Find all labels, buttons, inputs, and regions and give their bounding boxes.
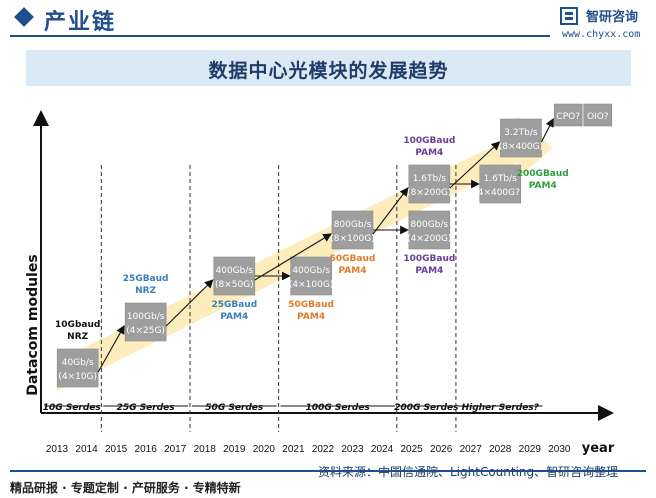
module-box-lanes: (4×200G): [407, 234, 451, 244]
module-box-label: CPO?: [556, 112, 580, 122]
module-box-rate: 800Gb/s: [411, 220, 449, 230]
x-tick-label-2025: 2025: [400, 444, 423, 455]
x-tick-label-2013: 2013: [46, 444, 69, 455]
modulation-label: 25GBaud: [211, 300, 257, 310]
serdes-label: 200G Serdes: [394, 403, 459, 413]
x-tick-label-2018: 2018: [194, 444, 217, 455]
module-box-lanes: (8×50G): [215, 280, 254, 290]
header-divider: [10, 35, 550, 37]
module-box-rate: 400Gb/s: [292, 266, 330, 276]
module-box-b40: [56, 348, 99, 388]
x-tick-label-2030: 2030: [548, 444, 571, 455]
x-tick-label-2015: 2015: [105, 444, 128, 455]
module-box-b400: [213, 256, 256, 296]
serdes-label: 10G Serdes: [43, 403, 102, 413]
modulation-label: NRZ: [135, 286, 156, 296]
module-box-rate: 400Gb/s: [216, 266, 254, 276]
x-axis-title: year: [582, 441, 615, 456]
modulation-label: PAM4: [297, 312, 325, 322]
x-tick-label-2017: 2017: [164, 444, 187, 455]
modulation-label: 10Gbaud: [55, 320, 100, 330]
modulation-label: 100GBaud: [403, 136, 455, 146]
modulation-label: 50GBaud: [330, 254, 376, 264]
transition-arrow: [97, 325, 125, 373]
module-box-lanes: (8×200G): [407, 188, 451, 198]
modulation-label: PAM4: [529, 181, 557, 191]
module-box-rate: 800Gb/s: [334, 220, 372, 230]
module-box-lanes: (4×10G): [58, 372, 97, 382]
footer-tagline: 精品研报 · 专题定制 · 产研服务 · 专精特新: [10, 481, 241, 495]
chart-title-band: 数据中心光模块的发展趋势: [26, 50, 631, 86]
x-tick-label-2029: 2029: [519, 444, 542, 455]
module-box-b400b: [290, 256, 332, 296]
module-box-b32: [500, 118, 542, 158]
module-box-label: OIO?: [587, 112, 609, 122]
module-box-rate: 1.6Tb/s: [413, 174, 447, 184]
module-box-rate: 40Gb/s: [62, 358, 94, 368]
x-tick-label-2014: 2014: [75, 444, 98, 455]
trend-band-arrow: [57, 116, 553, 391]
module-box-rate: 3.2Tb/s: [504, 128, 538, 138]
module-box-rate: 1.6Tb/s: [484, 174, 518, 184]
module-box-lanes: (8×400G): [499, 142, 543, 152]
transition-arrow: [254, 233, 332, 281]
serdes-label: 100G Serdes: [306, 403, 371, 413]
module-box-lanes: (8×100G): [330, 234, 374, 244]
transition-arrow: [165, 279, 214, 327]
module-box-rate: 100Gb/s: [127, 312, 165, 322]
source-note: 资料来源：中国信通院、LightCounting、智研咨询整理: [318, 465, 619, 479]
x-tick-label-2016: 2016: [135, 444, 158, 455]
transition-arrow: [540, 118, 554, 143]
serdes-label: Higher Serdes?: [462, 403, 539, 413]
x-tick-label-2024: 2024: [371, 444, 394, 455]
modulation-label: NRZ: [67, 332, 88, 342]
modulation-label: 50GBaud: [288, 300, 334, 310]
serdes-label: 25G Serdes: [117, 403, 176, 413]
x-tick-label-2020: 2020: [253, 444, 276, 455]
modulation-label: 200GBaud: [517, 169, 569, 179]
transition-arrow: [449, 141, 501, 189]
module-box-b16b: [479, 164, 522, 204]
x-tick-label-2026: 2026: [430, 444, 453, 455]
modulation-label: PAM4: [415, 148, 443, 158]
module-box-b16a: [408, 164, 451, 204]
x-tick-label-2028: 2028: [489, 444, 512, 455]
module-box-lanes: (4×100G): [289, 280, 333, 290]
brand-logo-icon: [560, 7, 578, 25]
brand-name: 智研咨询: [586, 10, 639, 25]
module-box-bcpo: [553, 103, 583, 127]
brand-url: www.chyxx.com: [562, 29, 641, 40]
x-tick-label-2023: 2023: [341, 444, 364, 455]
module-box-b100: [124, 302, 167, 342]
modulation-label: PAM4: [339, 266, 367, 276]
modulation-label: 100GBaud: [403, 254, 455, 264]
x-tick-label-2021: 2021: [282, 444, 305, 455]
x-tick-label-2022: 2022: [312, 444, 335, 455]
x-tick-label-2019: 2019: [223, 444, 246, 455]
modulation-label: PAM4: [220, 312, 248, 322]
module-box-b800a: [331, 210, 374, 250]
page-header: 产业链 智研咨询 www.chyxx.com: [0, 0, 656, 42]
modulation-label: PAM4: [415, 266, 443, 276]
page-title: 产业链: [44, 10, 117, 35]
module-box-b800b: [408, 210, 451, 250]
x-tick-label-2027: 2027: [460, 444, 483, 455]
footer-divider: [10, 470, 646, 472]
serdes-label: 50G Serdes: [205, 403, 264, 413]
modulation-label: 25GBaud: [123, 274, 169, 284]
transition-arrow: [372, 187, 409, 235]
module-box-lanes: (4×400G? ): [474, 188, 526, 198]
module-box-lanes: (4×25G): [126, 326, 165, 336]
chart-title: 数据中心光模块的发展趋势: [208, 60, 449, 82]
module-box-boio: [583, 103, 613, 127]
